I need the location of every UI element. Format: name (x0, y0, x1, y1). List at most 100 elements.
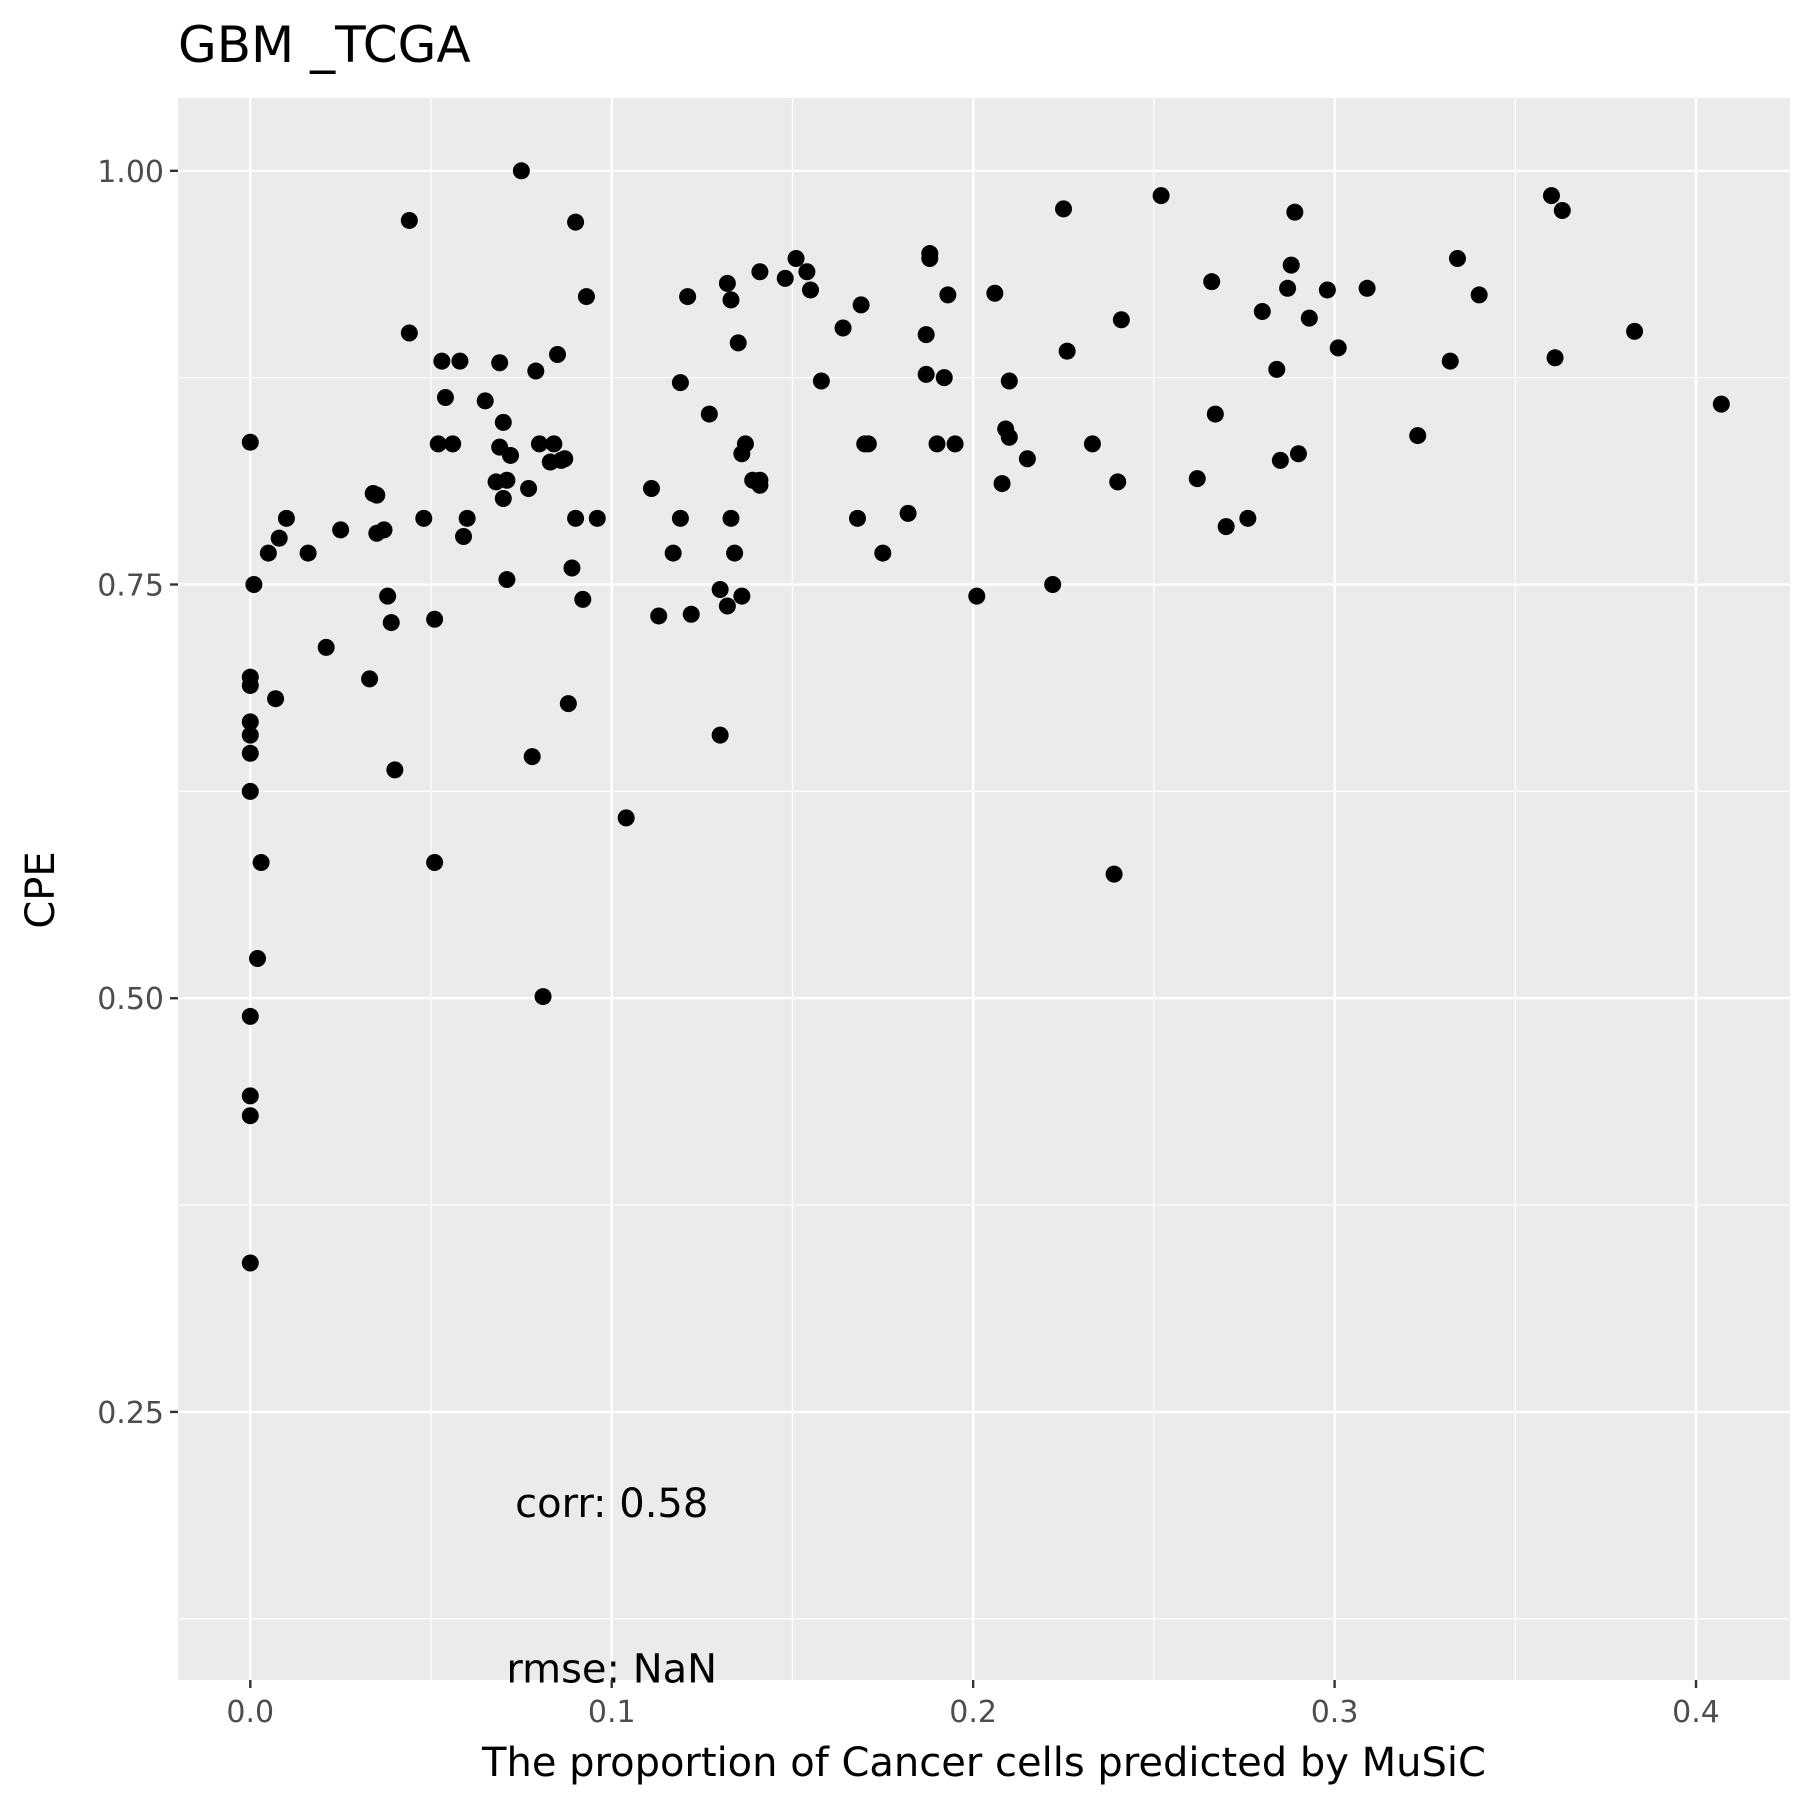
data-point (1358, 279, 1376, 297)
data-point (751, 476, 769, 494)
data-point (812, 372, 830, 390)
data-point (368, 486, 386, 504)
data-point (270, 529, 288, 547)
data-point (1626, 322, 1644, 340)
y-axis-title: CPE (18, 851, 64, 928)
data-point (567, 213, 585, 231)
data-point (1271, 451, 1289, 469)
data-point (523, 748, 541, 766)
data-point (259, 544, 277, 562)
data-point (1300, 309, 1318, 327)
data-point (1203, 273, 1221, 291)
plot-panel (178, 98, 1790, 1680)
data-point (718, 597, 736, 615)
x-tick-label: 0.1 (588, 1695, 636, 1730)
y-axis: 0.25 0.50 0.75 1.00 (97, 155, 178, 1431)
data-point (859, 435, 877, 453)
data-point (277, 509, 295, 527)
data-point (650, 607, 668, 625)
data-point (588, 509, 606, 527)
x-tick-label: 0.4 (1672, 1695, 1720, 1730)
data-point (241, 433, 259, 451)
data-point (549, 345, 567, 363)
x-tick-label: 0.3 (1311, 1695, 1359, 1730)
data-point (379, 587, 397, 605)
data-point (642, 480, 660, 498)
data-point (400, 211, 418, 229)
data-point (986, 284, 1004, 302)
data-point (671, 509, 689, 527)
data-point (382, 614, 400, 632)
data-point (527, 362, 545, 380)
data-point (241, 726, 259, 744)
data-point (241, 1087, 259, 1105)
annotation-label: corr: 0.58 (515, 1481, 708, 1527)
data-point (476, 392, 494, 410)
data-point (567, 509, 585, 527)
data-points (241, 162, 1730, 1272)
data-point (874, 544, 892, 562)
data-point (559, 695, 577, 713)
data-point (241, 744, 259, 762)
data-point (736, 435, 754, 453)
data-point (1018, 450, 1036, 468)
data-point (1109, 473, 1127, 491)
data-point (1055, 200, 1073, 218)
minor-gridlines (178, 98, 1790, 1680)
data-point (429, 435, 447, 453)
y-tick-label: 0.25 (97, 1396, 164, 1431)
x-tick-label: 0.2 (949, 1695, 997, 1730)
data-point (664, 544, 682, 562)
data-point (1000, 372, 1018, 390)
data-point (1712, 395, 1730, 413)
data-point (361, 670, 379, 688)
data-point (722, 509, 740, 527)
x-axis-title: The proportion of Cancer cells predicted… (481, 1740, 1486, 1786)
data-point (921, 250, 939, 268)
data-point (1058, 342, 1076, 360)
data-point (577, 288, 595, 306)
data-point (455, 528, 473, 546)
data-point (494, 413, 512, 431)
data-point (671, 374, 689, 392)
data-point (241, 1007, 259, 1025)
data-point (722, 291, 740, 309)
data-point (968, 587, 986, 605)
data-point (241, 676, 259, 694)
data-point (679, 288, 697, 306)
data-point (1217, 518, 1235, 536)
data-point (1282, 256, 1300, 274)
data-point (563, 559, 581, 577)
data-point (1448, 250, 1466, 268)
data-point (400, 324, 418, 342)
data-point (1279, 279, 1297, 297)
data-point (1470, 286, 1488, 304)
data-point (426, 854, 444, 872)
data-point (245, 576, 263, 594)
data-point (1253, 302, 1271, 320)
data-point (299, 544, 317, 562)
data-point (1553, 202, 1571, 220)
data-point (426, 610, 444, 628)
data-point (1044, 576, 1062, 594)
data-point (317, 638, 335, 656)
data-point (1289, 445, 1307, 463)
data-point (498, 471, 516, 489)
data-point (530, 435, 548, 453)
data-point (733, 587, 751, 605)
data-point (751, 263, 769, 281)
data-point (1286, 203, 1304, 221)
data-point (1188, 470, 1206, 488)
data-point (935, 369, 953, 387)
x-axis: 0.0 0.1 0.2 0.3 0.4 (226, 1680, 1720, 1730)
data-point (928, 435, 946, 453)
data-point (787, 250, 805, 268)
data-point (1152, 187, 1170, 205)
data-point (1112, 311, 1130, 329)
data-point (1409, 427, 1427, 445)
data-point (946, 435, 964, 453)
data-point (1239, 509, 1257, 527)
data-point (241, 782, 259, 800)
